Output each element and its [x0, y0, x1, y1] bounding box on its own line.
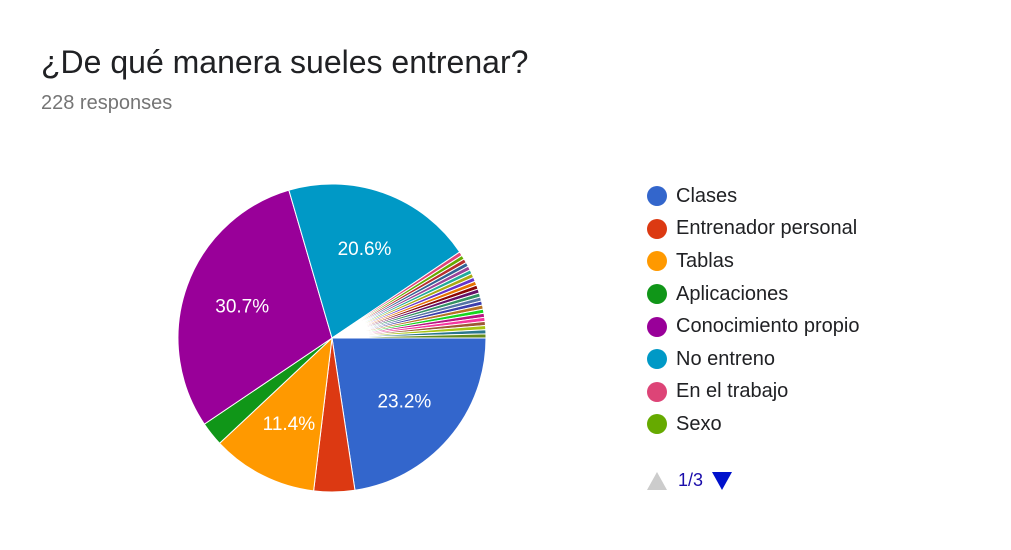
legend-item[interactable]: Clases: [647, 180, 859, 213]
slice-data-label: 20.6%: [338, 239, 392, 260]
slice-data-label: 11.4%: [263, 414, 316, 435]
legend-item[interactable]: No entreno: [647, 343, 859, 376]
legend-swatch: [647, 414, 667, 435]
legend-item[interactable]: Sexo: [647, 408, 859, 441]
pie-slice-27[interactable]: [331, 333, 487, 339]
triangle-down-icon[interactable]: [711, 471, 733, 491]
slice-data-label: 30.7%: [215, 297, 269, 318]
pager-text: 1/3: [678, 470, 704, 490]
legend-swatch: [647, 284, 667, 305]
legend-item[interactable]: Entrenador personal: [647, 213, 859, 246]
legend-swatch: [647, 381, 667, 402]
legend-item[interactable]: Conocimiento propio: [647, 310, 859, 343]
legend: Clases Entrenador personal Tablas Aplicacio…: [647, 180, 859, 441]
legend-label: Clases: [676, 184, 738, 207]
legend-label: Entrenador personal: [676, 217, 858, 240]
legend-label: Conocimiento propio: [676, 315, 860, 338]
legend-swatch: [647, 251, 667, 272]
legend-item[interactable]: Aplicaciones: [647, 278, 859, 311]
legend-swatch: [647, 349, 667, 370]
legend-label: Sexo: [676, 412, 722, 435]
legend-label: No entreno: [676, 347, 775, 370]
pie-slice-tablas[interactable]: [218, 336, 333, 492]
response-count: 228 responses: [41, 92, 173, 114]
legend-swatch: [647, 186, 667, 207]
legend-item[interactable]: Tablas: [647, 245, 859, 278]
legend-label: Tablas: [676, 249, 734, 272]
legend-item[interactable]: En el trabajo: [647, 376, 859, 409]
legend-swatch: [647, 218, 667, 239]
legend-label: Aplicaciones: [676, 282, 789, 305]
slice-data-label: 23.2%: [377, 391, 431, 412]
pie-slice-clases[interactable]: [331, 337, 487, 491]
pie-slice-conocimiento-propio[interactable]: [177, 189, 333, 425]
chart-title: ¿De qué manera sueles entrenar?: [41, 44, 529, 80]
pie-slice-no-entreno[interactable]: [288, 183, 461, 339]
legend-label: En el trabajo: [676, 380, 789, 403]
triangle-up-icon[interactable]: [646, 471, 668, 491]
legend-swatch: [647, 316, 667, 337]
legend-pager: 1/3: [646, 470, 733, 491]
